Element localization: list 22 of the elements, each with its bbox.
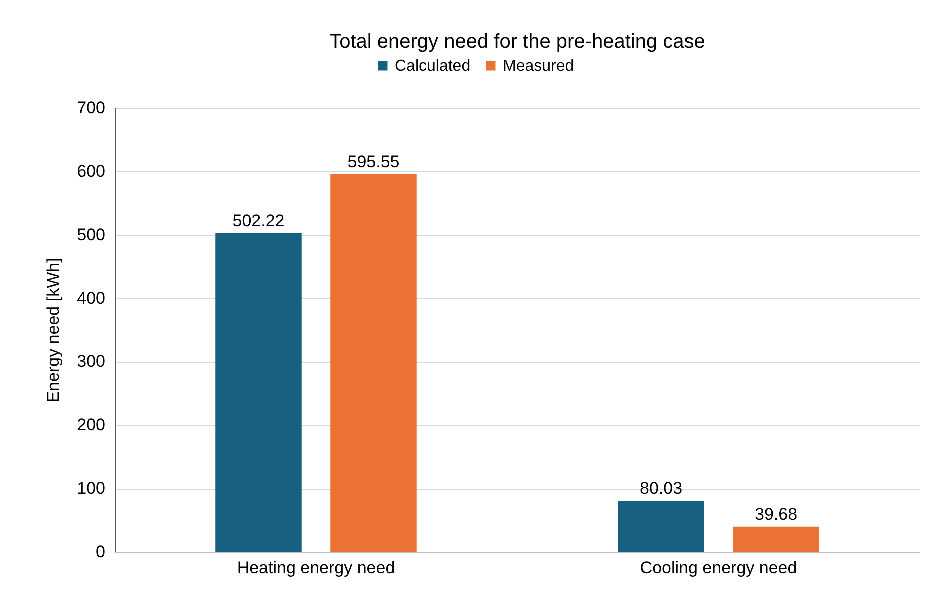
x-tick-label: Cooling energy need: [640, 558, 798, 578]
y-tick-label: 0: [96, 542, 106, 562]
x-tick-label: Heating energy need: [237, 558, 396, 578]
legend-label: Measured: [503, 58, 574, 75]
chart-title: Total energy need for the pre-heating case: [330, 31, 706, 53]
data-label: 595.55: [348, 152, 400, 172]
y-tick-label: 300: [77, 352, 106, 372]
y-tick-label: 400: [77, 288, 106, 308]
legend-label: Calculated: [395, 58, 471, 75]
data-label: 80.03: [640, 479, 683, 498]
y-tick-label: 500: [77, 225, 106, 244]
y-axis-title: Energy need [kWh]: [44, 258, 64, 403]
data-label: 39.68: [754, 504, 798, 524]
y-tick-label: 600: [77, 162, 106, 181]
data-label: 502.22: [232, 211, 285, 230]
bar: [733, 526, 820, 552]
bar: [618, 501, 704, 552]
bar: [330, 174, 417, 552]
y-tick-label: 200: [77, 416, 106, 435]
y-tick-label: 100: [77, 479, 106, 498]
y-tick-label: 700: [77, 98, 106, 118]
bar: [216, 233, 302, 552]
